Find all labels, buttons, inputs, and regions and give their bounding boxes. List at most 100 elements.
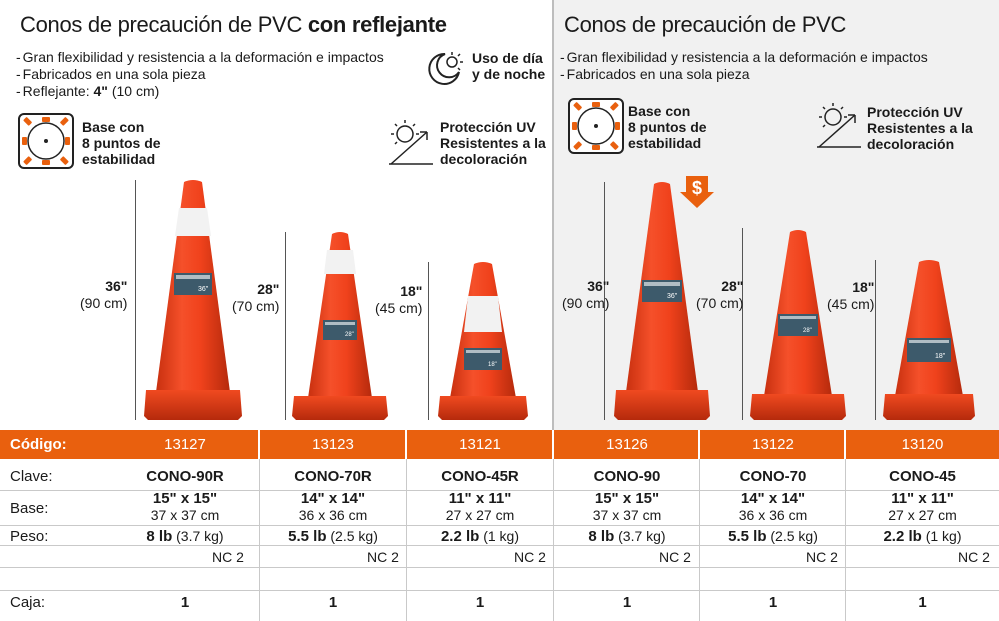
size-inches: 36" <box>587 278 610 294</box>
cone-label: 18" <box>488 362 497 368</box>
peso-lb: 2.2 lb <box>440 528 480 545</box>
bullet-item: Gran flexibilidad y resistencia a la def… <box>560 49 928 66</box>
size-inches: 28" <box>257 281 280 297</box>
cone-label: 18" <box>935 353 946 360</box>
base-inches: 11" x 11" <box>448 490 512 507</box>
dimension-line <box>428 262 429 420</box>
cone-base-icon <box>18 113 74 169</box>
caja-cell: 1 <box>328 594 338 611</box>
feature-line: Uso de día <box>472 50 543 66</box>
caja-cell: 1 <box>180 594 190 611</box>
caja-cell: 1 <box>475 594 485 611</box>
title-main: Conos de precaución de PVC <box>564 12 847 37</box>
feature-bullets: Gran flexibilidad y resistencia a la def… <box>560 49 928 83</box>
moon-sun-icon <box>428 52 463 85</box>
reflector-value: 4" <box>93 83 108 99</box>
nc-cell: NC 2 <box>212 549 244 565</box>
clave-cell: CONO-90 <box>593 468 661 485</box>
reflective-cone-18: 18" <box>438 262 528 420</box>
cone-size-28: 28" (70 cm) <box>232 281 279 315</box>
size-metric: (90 cm) <box>80 295 128 311</box>
uv-feature: Protección UV Resistentes a la decolorac… <box>867 104 973 152</box>
size-metric: (90 cm) <box>562 295 610 311</box>
peso-cell: 8 lb (3.7 kg) <box>112 528 258 546</box>
peso-lb: 5.5 lb <box>288 528 327 545</box>
dimension-line <box>875 260 876 420</box>
reflective-cone-28: 28" <box>292 232 388 420</box>
base-cell: 11" x 11" 27 x 27 cm <box>407 490 553 524</box>
uv-sun-icon <box>389 120 433 165</box>
panel-title: Conos de precaución de PVC con reflejant… <box>20 12 447 38</box>
base-label: Base: <box>10 500 49 517</box>
feature-line: Resistentes a la <box>867 120 973 136</box>
base-cm: 36 x 36 cm <box>738 507 808 523</box>
feature-line: Protección UV <box>440 119 536 135</box>
feature-line: 8 puntos de <box>82 135 161 151</box>
size-metric: (45 cm) <box>827 296 875 312</box>
peso-kg: (1 kg) <box>479 528 520 544</box>
cone-label: 28" <box>803 328 812 334</box>
cone-size-36: 36" (90 cm) <box>80 278 127 312</box>
cone-base-icon <box>568 98 624 154</box>
code-cell: 13127 <box>164 436 206 453</box>
feature-line: Resistentes a la <box>440 135 546 151</box>
standard-cone-36: 36" <box>614 182 710 420</box>
peso-lb: 5.5 lb <box>728 528 767 545</box>
base-feature: Base con 8 puntos de estabilidad <box>82 119 161 167</box>
size-inches: 28" <box>721 278 744 294</box>
bullet-item: Reflejante: 4" (10 cm) <box>16 83 384 100</box>
panel-title: Conos de precaución de PVC <box>564 12 846 38</box>
clave-cell: CONO-45 <box>889 468 956 485</box>
clave-cell: CONO-70R <box>294 468 372 485</box>
cone-size-28: 28" (70 cm) <box>696 278 743 312</box>
standard-cone-18: 18" <box>883 260 975 420</box>
feature-line: Base con <box>628 103 691 119</box>
size-inches: 18" <box>400 283 423 299</box>
code-cell: 13126 <box>606 436 648 453</box>
dimension-line <box>135 180 136 420</box>
peso-kg: (2.5 kg) <box>766 528 818 544</box>
base-inches: 15" x 15" <box>594 490 660 507</box>
feature-line: estabilidad <box>628 135 702 151</box>
code-cell: 13120 <box>901 436 944 453</box>
caja-cell: 1 <box>622 594 632 611</box>
peso-kg: (2.5 kg) <box>326 528 378 544</box>
clave-label: Clave: <box>10 468 53 485</box>
peso-lb: 8 lb <box>588 528 615 545</box>
base-cell: 14" x 14" 36 x 36 cm <box>700 490 846 524</box>
panel-divider <box>552 0 554 430</box>
nc-cell: NC 2 <box>367 549 399 565</box>
base-cm: 36 x 36 cm <box>298 507 368 523</box>
peso-cell: 5.5 lb (2.5 kg) <box>700 528 846 546</box>
standard-cone-28: 28" <box>750 230 846 420</box>
cone-label: 28" <box>345 332 354 338</box>
base-feature: Base con 8 puntos de estabilidad <box>628 103 707 151</box>
base-cm: 27 x 27 cm <box>888 507 957 523</box>
base-cm: 27 x 27 cm <box>445 507 515 523</box>
uv-sun-icon <box>817 103 861 148</box>
nc-cell: NC 2 <box>958 549 990 565</box>
feature-line: decoloración <box>867 136 955 152</box>
size-metric: (70 cm) <box>232 298 280 314</box>
reflective-cones-panel: Conos de precaución de PVC con reflejant… <box>0 0 552 430</box>
caja-label: Caja: <box>10 594 46 611</box>
caja-cell: 1 <box>918 594 927 611</box>
feature-line: Base con <box>82 119 145 135</box>
base-inches: 14" x 14" <box>740 490 806 507</box>
feature-line: 8 puntos de <box>628 119 707 135</box>
size-inches: 18" <box>852 279 875 295</box>
uv-feature: Protección UV Resistentes a la decolorac… <box>440 119 546 167</box>
caja-cell: 1 <box>768 594 778 611</box>
base-cell: 14" x 14" 36 x 36 cm <box>260 491 406 524</box>
peso-kg: (1 kg) <box>921 528 962 544</box>
cone-size-36: 36" (90 cm) <box>562 278 609 312</box>
base-cm: 37 x 37 cm <box>592 507 662 523</box>
cone-label: 36" <box>198 286 209 293</box>
day-night-feature: Uso de día y de noche <box>472 50 545 82</box>
reflective-cone-36: 36" <box>144 180 242 420</box>
dimension-line <box>742 228 743 420</box>
peso-cell: 2.2 lb (1 kg) <box>407 528 553 546</box>
nc-cell: NC 2 <box>659 549 691 565</box>
size-metric: (45 cm) <box>375 300 423 316</box>
base-inches: 11" x 11" <box>891 490 954 507</box>
